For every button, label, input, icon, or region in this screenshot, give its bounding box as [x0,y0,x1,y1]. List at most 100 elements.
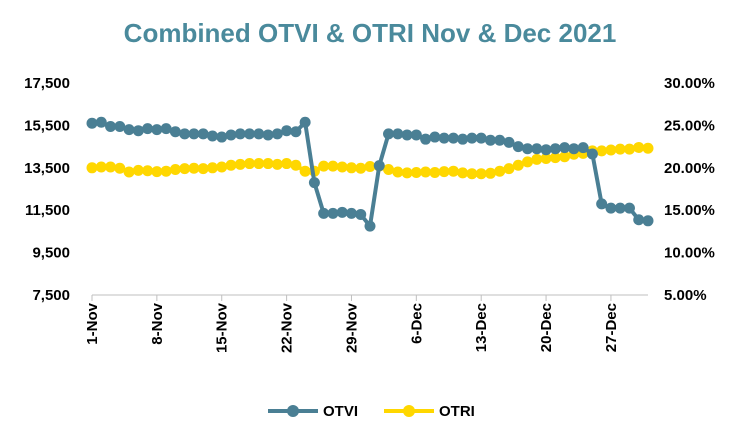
otri-point [281,158,293,170]
otri-point [494,165,506,177]
otri-point [401,167,413,179]
otvi-point [484,134,496,146]
otri-point [114,162,126,174]
otri-point [623,143,635,155]
otri-point [253,158,265,170]
otvi-point [383,128,395,140]
legend: OTVI OTRI [268,403,475,420]
otri-point [355,162,367,174]
series-layer [86,116,654,232]
otri-point [206,162,218,174]
otvi-point [160,123,172,135]
otri-point [447,165,459,177]
otri-point [549,152,561,164]
otvi-point [522,143,534,155]
y-left-tick-label: 17,500 [24,75,70,92]
otvi-point [318,207,330,219]
otvi-point [457,133,469,145]
otri-point [105,161,117,173]
otvi-point [466,132,478,144]
otvi-point [540,144,552,156]
otvi-point [420,133,432,145]
otri-point [86,162,98,174]
otvi-point [86,117,98,129]
y-right-tick-label: 15.00% [664,202,715,219]
otvi-point [188,128,200,140]
x-tick-label: 29-Nov [343,302,360,353]
x-tick-label: 20-Dec [538,303,555,352]
x-tick-label: 6-Dec [408,303,425,344]
otvi-point [225,129,237,141]
otvi-point [503,136,515,148]
x-tick-label: 1-Nov [84,302,101,344]
y-left-tick-label: 11,500 [25,202,70,219]
otri-point [531,153,543,165]
otri-point [142,165,154,177]
otri-point [429,166,441,178]
otri-point [364,161,376,173]
x-tick-label: 15-Nov [214,302,231,353]
x-tick-label: 8-Nov [149,302,166,344]
otvi-point [364,220,376,232]
otri-point [457,167,469,179]
otvi-point [642,215,654,227]
otri-point [466,168,478,180]
otri-point [160,165,172,177]
otvi-point [114,120,126,132]
otri-point [151,166,163,178]
otvi-point [234,128,246,140]
otri-point [327,160,339,172]
otri-point [484,167,496,179]
otvi-point [429,131,441,143]
y-right-tick-label: 25.00% [664,117,715,134]
otvi-point [633,214,645,226]
otvi-point [345,207,357,219]
otvi-point [142,123,154,135]
otri-point [503,163,515,175]
otvi-point [105,120,117,132]
y-left-tick-label: 7,500 [32,287,70,304]
otri-point [234,158,246,170]
otri-point [559,151,571,163]
otri-point [596,145,608,157]
otri-point [197,163,209,175]
otri-point [410,166,422,178]
otri-point [420,166,432,178]
otvi-point [614,202,626,214]
otvi-point [123,124,135,136]
y-right-tick-label: 20.00% [664,160,715,177]
legend-otvi-marker [287,405,299,417]
y-left-tick-label: 9,500 [32,245,70,262]
legend-otvi-label: OTVI [323,403,358,420]
otvi-point [623,202,635,214]
otvi-point [549,143,561,155]
otri-point [318,160,330,172]
otvi-point [151,124,163,136]
otri-point [216,161,228,173]
otvi-point [392,128,404,140]
otri-point [336,161,348,173]
y-left-tick-label: 15,500 [24,117,70,134]
chart-title: Combined OTVI & OTRI Nov & Dec 2021 [124,18,617,48]
otri-point [169,163,181,175]
y-right-tick-label: 30.00% [664,75,715,92]
otvi-point [447,132,459,144]
otri-point [123,166,135,178]
otri-point [633,141,645,153]
otri-point [438,166,450,178]
otvi-point [336,206,348,218]
otvi-point [169,126,181,138]
otvi-point [494,134,506,146]
legend-otri-marker [403,405,415,417]
otvi-point [531,143,543,155]
otvi-point [206,130,218,142]
otri-point [262,158,274,170]
otvi-point [586,148,598,160]
x-tick-label: 13-Dec [473,303,490,352]
y-right-tick-label: 5.00% [664,287,707,304]
otvi-point [475,132,487,144]
otvi-point [410,129,422,141]
otvi-point [373,160,385,172]
otvi-point [308,177,320,189]
